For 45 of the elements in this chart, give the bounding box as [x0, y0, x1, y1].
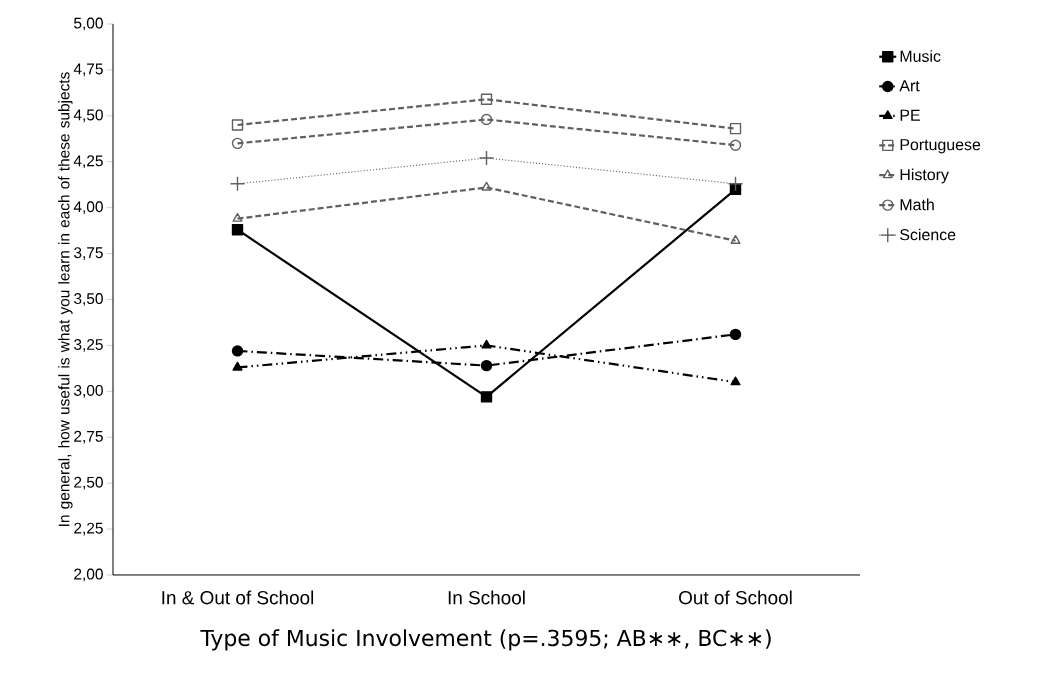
x-tick-label: In & Out of School: [162, 590, 314, 605]
point: [480, 359, 493, 372]
legend-label: Portuguese: [900, 139, 981, 154]
point: [480, 93, 493, 105]
y-tick-label: 4,25: [73, 155, 103, 169]
point: [730, 376, 741, 386]
point: [232, 361, 243, 371]
y-axis-title: In general, how useful is what you learn in each of these subjects: [58, 72, 73, 526]
y-tick-label: 4,50: [73, 109, 103, 123]
point: [480, 391, 493, 403]
legend-label: PE: [900, 109, 920, 121]
y-tick-label: 5,00: [74, 17, 103, 31]
legend-label: History: [900, 168, 949, 184]
y-tick-label: 3,75: [74, 247, 103, 260]
point: [229, 176, 246, 192]
y-tick-label: 3,00: [74, 384, 103, 398]
point: [730, 235, 741, 244]
legend-label: Science: [900, 228, 956, 241]
point: [231, 223, 244, 236]
point: [729, 122, 742, 135]
y-tick-label: 2,00: [74, 568, 103, 582]
point: [480, 113, 493, 126]
legend-label: Music: [900, 50, 941, 62]
point: [729, 328, 742, 341]
point: [231, 119, 244, 131]
legend-label: Art: [899, 80, 920, 92]
point: [481, 181, 492, 191]
x-tick-label: In School: [448, 590, 525, 605]
point: [481, 339, 492, 349]
point: [231, 137, 244, 150]
point: [478, 150, 495, 166]
y-tick-label: 3,25: [74, 339, 103, 352]
y-tick-label: 2,25: [74, 522, 103, 536]
legend-label: Math: [900, 198, 934, 211]
point: [231, 345, 244, 357]
y-tick-label: 2,75: [74, 430, 103, 444]
point: [232, 212, 243, 222]
point: [729, 139, 742, 151]
y-tick-label: 4,00: [73, 201, 103, 215]
y-tick-label: 2,50: [74, 476, 103, 490]
x-axis-title: Type of Music Involvement (p=.3595; AB∗∗, BC∗∗): [200, 629, 771, 651]
point: [727, 176, 744, 192]
y-tick-label: 3,50: [74, 293, 103, 306]
y-tick-label: 4,75: [73, 63, 103, 77]
x-tick-label: Out of School: [679, 590, 792, 605]
